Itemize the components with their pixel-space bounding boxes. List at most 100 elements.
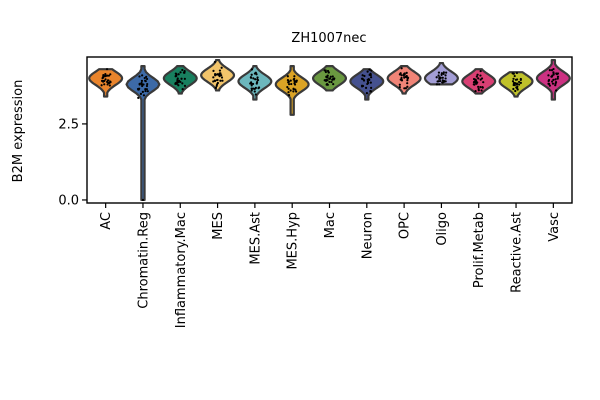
data-point [479,78,482,81]
x-tick-label: Reactive.Ast [510,212,525,293]
data-point [513,74,516,78]
data-point [370,69,373,72]
data-point [255,82,258,85]
data-point [475,81,478,84]
data-point [517,80,521,84]
data-point [398,86,401,89]
data-point [219,72,222,75]
data-point [250,84,253,87]
data-point [554,81,558,84]
data-point [367,78,370,81]
data-point [103,79,106,83]
data-point [100,79,104,82]
data-point [250,73,253,76]
data-point [518,83,521,86]
data-point [403,87,406,90]
data-point [212,69,215,72]
data-point [218,69,222,72]
data-point [287,80,290,83]
data-point [370,86,373,89]
data-point [362,79,366,82]
data-point [214,86,217,89]
data-point [438,83,441,86]
x-tick-label: Mac [323,212,338,238]
data-point [323,69,326,72]
data-point [515,83,518,86]
data-point [144,88,147,91]
data-point [399,78,402,81]
data-point [554,78,557,81]
data-point [213,60,217,64]
data-point [293,77,296,80]
data-point [183,84,187,87]
data-point [472,77,476,81]
data-point [286,75,289,78]
data-point [405,71,408,74]
data-point [141,84,144,88]
data-point [445,71,448,74]
data-point [406,85,409,88]
data-point [137,88,140,91]
data-point [361,74,364,77]
data-point [514,89,517,93]
data-point [552,78,555,81]
data-point [366,70,369,73]
data-point [252,87,255,90]
data-point [220,66,223,69]
data-point [325,75,328,79]
data-point [138,82,141,85]
data-point [290,82,293,86]
data-point [101,76,105,79]
data-point [250,87,253,90]
data-point [477,77,480,80]
data-point [253,72,256,75]
data-point [145,88,148,91]
data-point [439,77,442,80]
data-point [181,68,184,72]
data-point [363,74,366,78]
data-point [221,79,224,82]
y-tick-label: 2.5 [58,117,79,132]
violin-MES.Ast [237,65,273,101]
data-point [547,78,551,82]
x-tick-label: Oligo [435,212,450,246]
data-point [551,74,554,77]
data-point [250,89,253,92]
data-point [141,198,145,202]
data-point [472,83,475,86]
violin-Inflammatory.Mac [162,65,198,95]
y-tick-label: 0.0 [58,193,79,208]
data-point [365,91,369,95]
data-point [250,68,254,71]
data-point [256,76,259,79]
data-point [555,72,559,76]
data-point [437,71,441,74]
data-point [142,94,146,97]
data-point [548,84,551,87]
data-point [405,74,408,78]
data-point [295,79,298,82]
data-point [516,85,519,88]
data-point [511,80,515,83]
data-point [212,76,215,79]
data-point [556,75,560,78]
data-point [140,83,143,86]
data-point [326,69,330,73]
data-point [512,87,515,91]
data-point [479,74,482,77]
data-point [145,77,149,81]
data-point [293,75,296,78]
data-point [406,79,409,82]
data-point [515,71,519,75]
data-point [474,89,477,93]
data-point [140,79,144,82]
data-point [444,74,447,77]
x-tick-label: Chromatin.Reg [136,212,151,309]
data-point [440,72,443,75]
data-point [219,79,222,82]
data-point [292,87,295,90]
data-point [329,75,332,78]
data-point [444,77,447,80]
data-point [177,84,180,87]
